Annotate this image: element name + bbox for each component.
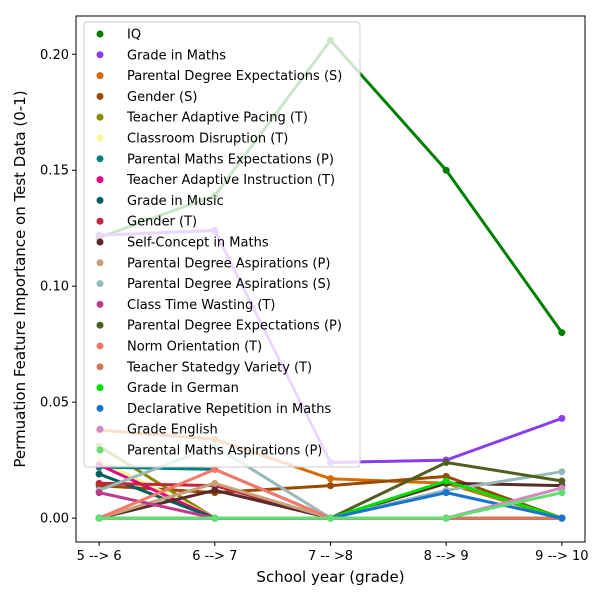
data-point	[211, 465, 219, 473]
legend-marker	[96, 384, 104, 392]
x-tick-label: 9 --> 10	[535, 549, 588, 564]
legend-label: Grade in German	[127, 381, 239, 396]
legend-label: IQ	[127, 28, 141, 43]
data-point	[95, 470, 103, 478]
legend-marker	[96, 51, 104, 59]
legend-marker	[96, 342, 104, 350]
legend-label: Norm Orientation (T)	[127, 340, 262, 355]
legend-marker	[96, 321, 104, 329]
data-point	[327, 475, 334, 483]
data-point	[442, 489, 450, 497]
legend-label: Gender (T)	[127, 215, 197, 230]
legend-marker	[96, 30, 104, 38]
legend: IQ Grade in Maths Parental Degree Expectat…	[83, 21, 361, 468]
legend-label: Grade in Music	[127, 194, 224, 209]
data-point	[442, 458, 450, 466]
legend-label: Grade English	[127, 423, 218, 438]
legend-label: Parental Degree Aspirations (P)	[127, 256, 330, 271]
legend-marker	[96, 363, 104, 371]
series-21	[95, 489, 566, 522]
x-axis-ticks: 5 --> 6 6 --> 7 7 -- >8 8 --> 9 9 --> 10	[77, 542, 589, 564]
data-point	[442, 166, 450, 174]
legend-marker	[96, 155, 104, 163]
y-tick-label: 0.10	[40, 280, 69, 295]
legend-label: Gender (S)	[127, 90, 197, 105]
legend-label: Teacher Statedgy Variety (T)	[126, 360, 312, 375]
x-tick-label: 5 --> 6	[77, 549, 122, 564]
legend-label: Classroom Disruption (T)	[127, 132, 288, 147]
data-point	[558, 468, 566, 476]
legend-label: Grade in Maths	[127, 48, 226, 63]
legend-marker	[96, 72, 104, 80]
x-axis-label: School year (grade)	[256, 568, 404, 586]
data-point	[211, 514, 219, 522]
y-axis-label: Permuation Feature Importance on Test Da…	[11, 90, 29, 467]
legend-marker	[96, 196, 104, 204]
data-point	[442, 514, 450, 522]
legend-marker	[96, 280, 104, 288]
legend-label: Parental Maths Aspirations (P)	[127, 444, 322, 459]
data-point	[558, 414, 566, 422]
legend-marker	[96, 134, 104, 142]
data-point	[327, 514, 334, 522]
x-tick-label: 6 --> 7	[192, 549, 237, 564]
data-point	[95, 514, 103, 522]
x-tick-label: 8 --> 9	[424, 549, 469, 564]
legend-marker	[96, 238, 104, 246]
y-tick-label: 0.15	[40, 164, 69, 179]
legend-marker	[96, 446, 104, 454]
data-point	[558, 477, 566, 485]
axes-frame	[75, 15, 586, 543]
legend-items: IQ Grade in Maths Parental Degree Expectat…	[96, 28, 342, 459]
data-point	[442, 477, 450, 485]
legend-label: Parental Degree Expectations (S)	[127, 69, 342, 84]
data-point	[558, 514, 566, 522]
y-tick-label: 0.00	[40, 512, 69, 527]
data-point	[95, 489, 103, 497]
legend-box	[83, 21, 361, 468]
data-point	[211, 486, 219, 494]
legend-marker	[96, 425, 104, 433]
legend-marker	[96, 113, 104, 121]
legend-label: Parental Degree Expectations (P)	[127, 319, 342, 334]
y-tick-label: 0.20	[40, 48, 69, 63]
data-point	[95, 479, 103, 487]
legend-label: Teacher Adaptive Pacing (T)	[126, 111, 308, 126]
data-point	[558, 489, 566, 497]
data-point	[327, 482, 334, 490]
x-tick-label: 7 -- >8	[308, 549, 353, 564]
y-tick-label: 0.05	[40, 396, 69, 411]
legend-marker	[96, 217, 104, 225]
legend-label: Self-Concept in Maths	[127, 236, 269, 251]
data-point	[558, 329, 566, 337]
legend-label: Declarative Repetition in Maths	[127, 402, 332, 417]
legend-label: Teacher Adaptive Instruction (T)	[126, 173, 335, 188]
legend-marker	[96, 92, 104, 100]
y-axis-ticks: 0.00 0.05 0.10 0.15 0.20	[40, 48, 76, 527]
legend-marker	[96, 404, 104, 412]
legend-label: Parental Degree Aspirations (S)	[127, 277, 331, 292]
legend-label: Class Time Wasting (T)	[127, 298, 275, 313]
legend-label: Parental Maths Expectations (P)	[127, 152, 334, 167]
legend-marker	[96, 300, 104, 308]
legend-marker	[96, 176, 104, 184]
data-point	[211, 479, 219, 487]
legend-marker	[96, 259, 104, 267]
